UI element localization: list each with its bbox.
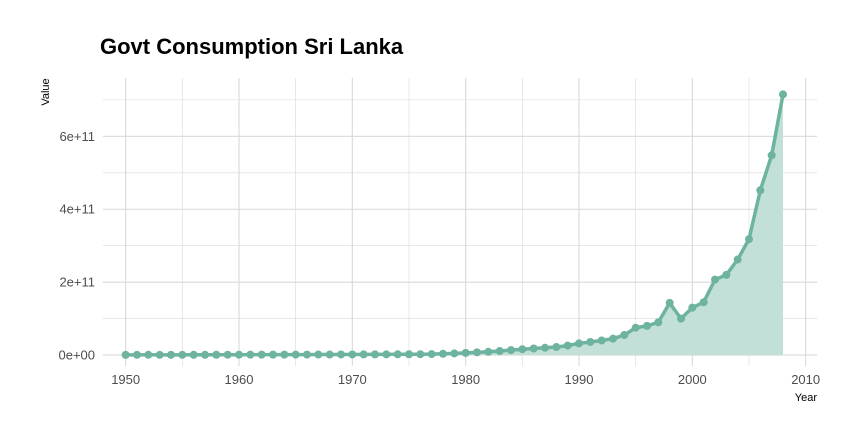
data-point [507, 346, 515, 355]
data-point [756, 186, 765, 195]
data-point [257, 350, 266, 359]
data-point [178, 350, 187, 359]
data-point [155, 350, 164, 359]
data-point [575, 339, 583, 348]
data-point [541, 343, 549, 352]
data-point [631, 323, 640, 332]
data-point [677, 314, 685, 323]
data-point [518, 345, 527, 354]
y-tick-label: 2e+11 [59, 275, 95, 290]
data-point [212, 350, 221, 359]
data-point [699, 298, 708, 307]
x-tick-label: 2000 [678, 372, 707, 387]
data-point [484, 347, 493, 356]
data-point [269, 350, 277, 359]
y-tick-label: 6e+11 [59, 129, 95, 144]
data-point [201, 350, 209, 359]
series-points [121, 90, 787, 359]
data-point [405, 350, 413, 359]
data-point [235, 350, 243, 359]
data-point [314, 350, 323, 359]
data-point [133, 350, 141, 359]
data-point [325, 350, 334, 359]
data-point [393, 350, 402, 359]
data-point [586, 337, 595, 346]
data-point [359, 350, 368, 359]
data-point [167, 350, 175, 359]
data-point [563, 341, 572, 350]
data-point [144, 350, 153, 359]
data-point [121, 350, 130, 359]
x-tick-label: 1950 [111, 372, 140, 387]
y-axis-title: Value [40, 78, 52, 105]
y-tick-label: 0e+00 [58, 348, 95, 363]
data-point [246, 350, 255, 359]
data-point [473, 348, 481, 357]
data-point [382, 350, 391, 359]
data-point [416, 350, 425, 359]
y-axis-ticks: 0e+00 2e+11 4e+11 6e+11 [58, 129, 95, 363]
x-tick-label: 1990 [565, 372, 594, 387]
data-point [767, 151, 776, 160]
data-point [654, 318, 663, 327]
data-point [733, 255, 742, 264]
x-axis-ticks: 1950 1960 1970 1980 1990 2000 2010 [111, 372, 820, 387]
data-point [495, 347, 504, 356]
data-point [303, 350, 311, 359]
data-point [711, 275, 719, 284]
x-tick-label: 2010 [791, 372, 820, 387]
data-point [371, 350, 379, 359]
data-point [337, 350, 345, 359]
data-point [348, 350, 357, 359]
data-point [665, 298, 674, 307]
data-point [189, 350, 198, 359]
data-point [291, 350, 300, 359]
series-line [125, 94, 785, 357]
data-point [439, 349, 447, 358]
data-point [597, 336, 606, 345]
data-point [280, 350, 289, 359]
data-point [427, 350, 436, 359]
series-area-fill [125, 94, 783, 356]
x-tick-label: 1980 [451, 372, 480, 387]
data-point [223, 350, 232, 359]
x-tick-label: 1970 [338, 372, 367, 387]
data-point [552, 343, 561, 352]
data-point [722, 270, 731, 279]
data-point [450, 349, 459, 358]
y-tick-label: 4e+11 [59, 202, 95, 217]
data-point [461, 348, 470, 357]
data-point [779, 90, 787, 99]
data-point [620, 331, 629, 340]
data-point [609, 334, 617, 343]
x-axis-title: Year [795, 392, 818, 404]
data-point [688, 303, 697, 312]
chart-title: Govt Consumption Sri Lanka [100, 34, 404, 59]
data-point [529, 344, 538, 353]
data-point [745, 235, 753, 244]
data-point [643, 321, 651, 330]
x-tick-label: 1960 [225, 372, 254, 387]
